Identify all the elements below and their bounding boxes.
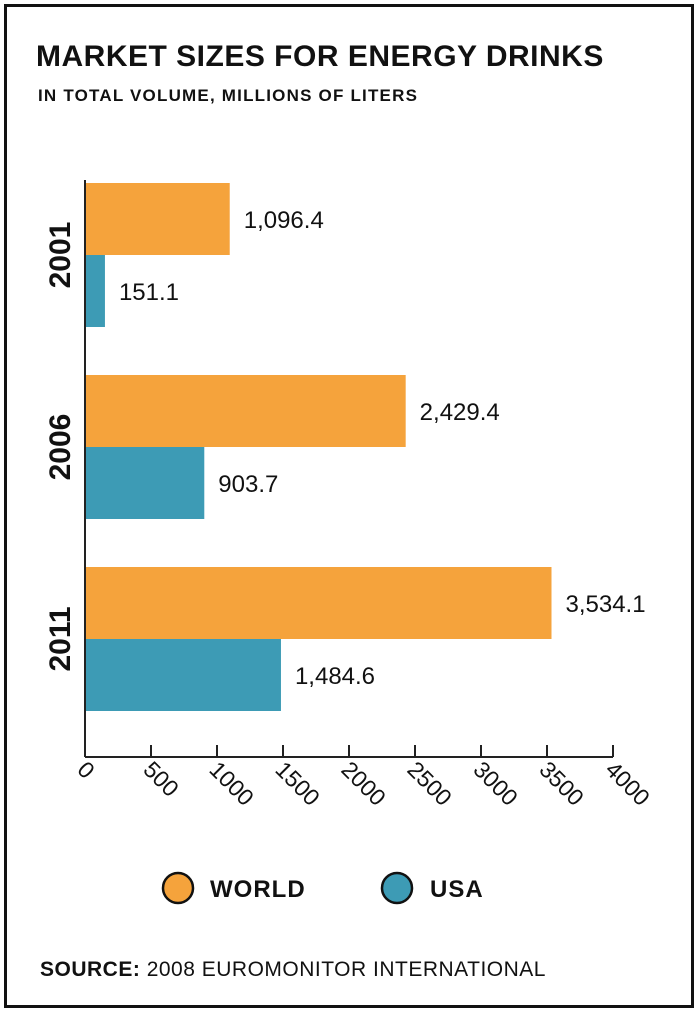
source-label: SOURCE: [40,958,141,981]
x-tick-label-3000: 3000 [468,756,523,811]
category-label-2011: 2011 [44,606,77,671]
legend-usa-swatch [380,871,414,905]
data-label-usa-2011: 1,484.6 [295,663,375,690]
category-label-2001: 2001 [44,222,77,289]
bar-world-2011 [85,567,552,639]
chart-subtitle: IN TOTAL VOLUME, MILLIONS OF LITERS [38,86,419,105]
x-tick-label-2500: 2500 [402,756,457,811]
data-label-world-2006: 2,429.4 [420,399,500,426]
bar-world-2001 [85,183,230,255]
legend-world-swatch [161,871,195,905]
bar-usa-2006 [85,447,205,519]
data-label-usa-2006: 903.7 [218,471,278,498]
bars-group: 1,096.4 151.1 2,429.4 903.7 3,534.1 1,484.6 [85,183,646,711]
x-tick-label-1500: 1500 [270,756,325,811]
category-label-2006: 2006 [44,414,77,481]
chart-title: MARKET SIZES FOR ENERGY DRINKS [36,40,604,73]
x-tick-label-500: 500 [138,756,184,802]
data-label-usa-2001: 151.1 [119,279,179,306]
bar-world-2006 [85,375,406,447]
category-labels: 2001 2006 2011 [44,222,77,672]
bar-usa-2011 [85,639,281,711]
legend: WORLD USA [161,871,484,905]
legend-usa-label: USA [430,876,484,903]
x-tick-label-3500: 3500 [534,756,589,811]
bar-usa-2001 [85,255,105,327]
legend-world-label: WORLD [210,876,306,903]
data-label-world-2001: 1,096.4 [244,207,324,234]
x-tick-label-0: 0 [72,756,99,783]
x-tick-label-4000: 4000 [600,756,655,811]
source-text: 2008 EUROMONITOR INTERNATIONAL [146,958,546,981]
data-label-world-2011: 3,534.1 [566,591,646,618]
source-line: SOURCE: 2008 EUROMONITOR INTERNATIONAL [40,958,546,982]
x-tick-label-2000: 2000 [336,756,391,811]
x-tick-label-1000: 1000 [204,756,259,811]
